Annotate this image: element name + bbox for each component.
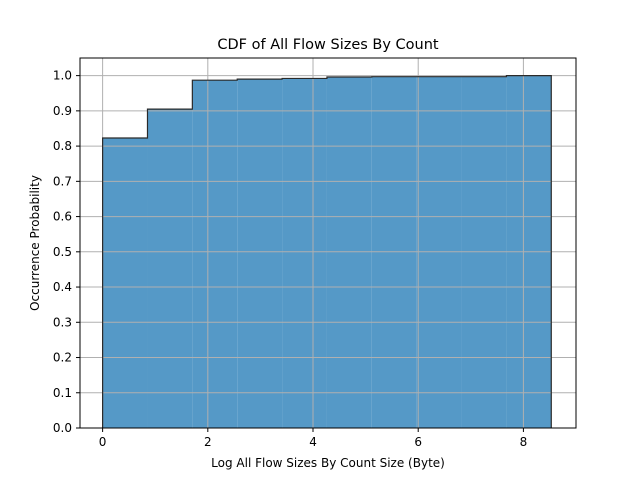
x-tick-label: 6: [414, 435, 422, 449]
x-axis-ticks: 0 2 4 6 8: [99, 428, 527, 449]
y-tick-label: 0.2: [53, 351, 72, 365]
y-axis-ticks: 0.0 0.1 0.2 0.3 0.4 0.5 0.6 0.7 0.8 0.9 1.0: [53, 69, 80, 435]
chart-title: CDF of All Flow Sizes By Count: [217, 37, 439, 53]
histogram-bar: [192, 80, 238, 428]
y-tick-label: 0.6: [53, 210, 72, 224]
y-tick-label: 0.3: [53, 315, 72, 329]
histogram-bar: [147, 109, 193, 428]
histogram-bar: [102, 137, 148, 428]
bars-layer: [102, 75, 552, 429]
x-tick-label: 8: [520, 435, 528, 449]
y-tick-label: 0.7: [53, 174, 72, 188]
histogram-bar: [371, 76, 417, 428]
plot-area-frame: [79, 57, 577, 429]
x-tick-label: 0: [99, 435, 107, 449]
y-tick-label: 0.9: [53, 104, 72, 118]
y-tick-label: 0.1: [53, 386, 72, 400]
x-axis-label: Log All Flow Sizes By Count Size (Byte): [211, 456, 445, 470]
histogram-bar: [416, 76, 462, 428]
y-tick-label: 0.4: [53, 280, 72, 294]
step-outline-layer: [102, 75, 552, 428]
y-tick-label: 1.0: [53, 69, 72, 83]
histogram-bar: [237, 79, 283, 429]
cdf-step-outline: [102, 75, 552, 428]
y-tick-label: 0.5: [53, 245, 72, 259]
histogram-bar: [326, 77, 372, 429]
x-tick-label: 4: [309, 435, 317, 449]
y-tick-label: 0.0: [53, 421, 72, 435]
histogram-bar: [461, 76, 507, 428]
histogram-bar: [282, 78, 327, 428]
x-tick-label: 2: [204, 435, 212, 449]
y-tick-label: 0.8: [53, 139, 72, 153]
y-axis-label: Occurrence Probability: [28, 175, 42, 311]
